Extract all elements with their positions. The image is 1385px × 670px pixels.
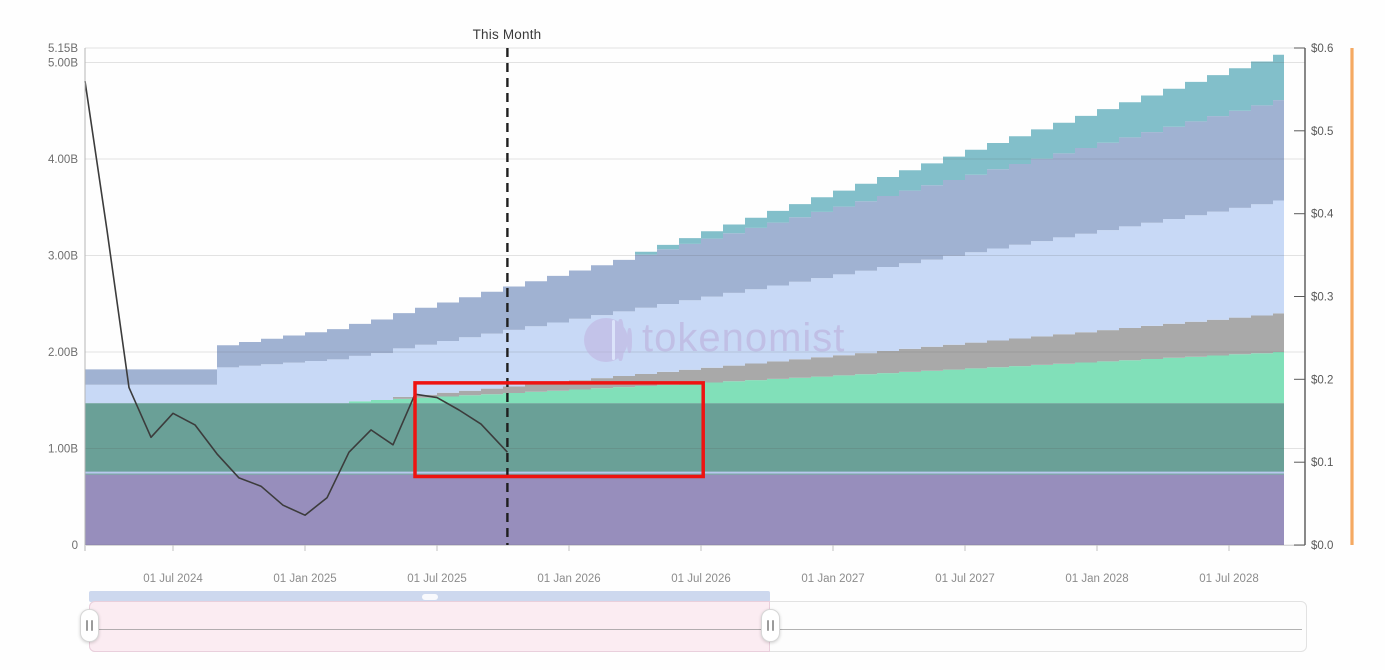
- x-axis-label: 01 Jan 2028: [1065, 573, 1128, 585]
- y-axis-right-label: $0.0: [1311, 540, 1333, 552]
- unlock-schedule-chart: 5.15B 5.00B 4.00B 3.00B 2.00B 1.00B 0 $0.6 $0.5 $…: [48, 43, 1354, 585]
- area-series-3-mint: [85, 352, 1284, 404]
- y-axis-left-label: 5.00B: [48, 57, 78, 69]
- range-handle-right[interactable]: [761, 609, 780, 642]
- x-axis-label: 01 Jul 2026: [671, 573, 730, 585]
- overview-brush-bar[interactable]: [89, 591, 770, 602]
- y-axis-left-label: 4.00B: [48, 154, 78, 166]
- x-axis-label: 01 Jul 2025: [407, 573, 466, 585]
- area-series-6-steelblue: [85, 100, 1284, 385]
- area-series-5-periwinkle: [85, 200, 1284, 404]
- y-axis-right-label: $0.4: [1311, 209, 1334, 221]
- x-axis-label: 01 Jan 2025: [273, 573, 336, 585]
- y-axis-right-label: $0.6: [1311, 43, 1333, 55]
- y-axis-left-label: 2.00B: [48, 347, 78, 359]
- y-axis-left-label: 3.00B: [48, 250, 78, 262]
- x-axis-label: 01 Jan 2027: [801, 573, 864, 585]
- y-axis-right-label: $0.5: [1311, 126, 1333, 138]
- y-axis-right-label: $0.3: [1311, 292, 1333, 304]
- x-axis-label: 01 Jan 2026: [537, 573, 600, 585]
- area-series-4-gray: [85, 313, 1284, 404]
- slider-center-line: [94, 629, 1302, 630]
- y-axis-left-label: 5.15B: [48, 43, 78, 55]
- area-series-1-purple: [85, 474, 1284, 545]
- x-axis-label: 01 Jul 2027: [935, 573, 994, 585]
- red-highlight-box: [413, 381, 705, 479]
- range-handle-left[interactable]: [80, 609, 99, 642]
- price-line: [84, 80, 508, 517]
- this-month-label: This Month: [472, 27, 542, 42]
- x-axis-label: 01 Jul 2024: [143, 573, 203, 585]
- date-range-slider-track[interactable]: [80, 601, 1307, 652]
- y-axis-right-label: $0.2: [1311, 374, 1333, 386]
- y-axis-left-label: 0: [72, 540, 78, 552]
- brush-grip-icon[interactable]: [421, 593, 438, 600]
- y-axis-right-label: $0.1: [1311, 457, 1333, 469]
- x-axis-label: 01 Jul 2028: [1199, 573, 1258, 585]
- date-range-selected-region[interactable]: [89, 601, 770, 652]
- area-series-2-darkteal: [85, 403, 1284, 475]
- y-axis-left-label: 1.00B: [48, 443, 78, 455]
